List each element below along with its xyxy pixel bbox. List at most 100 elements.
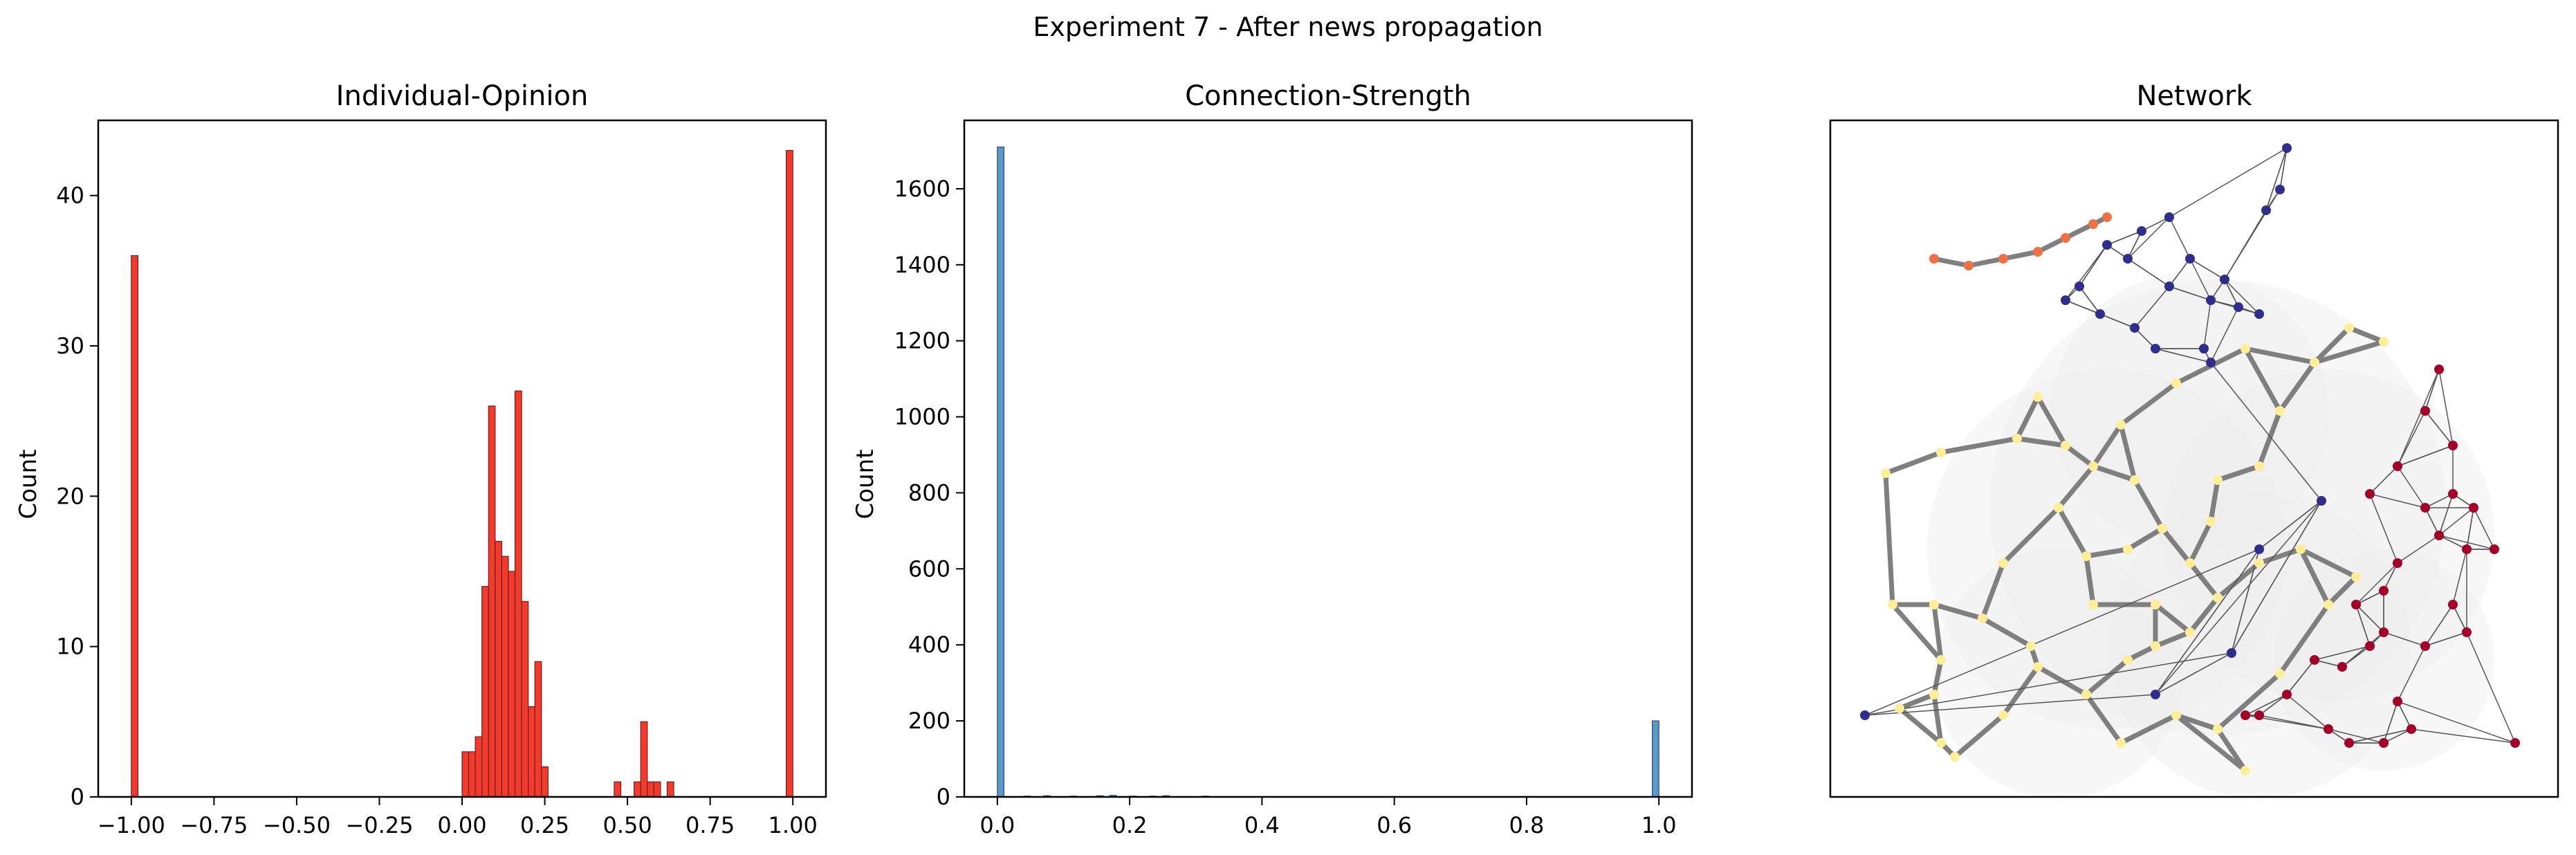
strength-y-tick-label: 800 xyxy=(908,479,950,506)
network-edge-weak xyxy=(2369,466,2398,495)
network-edge-weak xyxy=(2355,590,2384,605)
network-edge-strong xyxy=(2014,394,2041,441)
network-node-yellow xyxy=(1881,468,1890,478)
network-edge-weak xyxy=(2355,562,2398,605)
network-edge-strong xyxy=(1966,256,2006,268)
network-node-red xyxy=(2407,724,2416,734)
network-node-yellow xyxy=(2310,358,2319,367)
network-edge-weak xyxy=(2328,728,2384,744)
network-node-red xyxy=(2241,710,2250,720)
network-edge-weak xyxy=(2169,286,2211,301)
opinion-bar xyxy=(475,736,483,798)
network-edge-strong xyxy=(2208,477,2220,524)
opinion-bar xyxy=(461,751,470,798)
network-edge-strong xyxy=(2056,505,2089,559)
network-edge-strong xyxy=(2063,443,2096,469)
network-edge-weak xyxy=(2286,659,2315,695)
network-edge-strong xyxy=(2243,346,2317,365)
strength-y-tick-label: 400 xyxy=(908,632,950,658)
figure-suptitle: Experiment 7 - After news propagation xyxy=(1033,12,1543,42)
network-background-cloud xyxy=(1934,549,2183,798)
network-edge-weak xyxy=(2258,500,2322,550)
strength-y-tick-label: 1400 xyxy=(894,252,950,278)
network-edge-weak xyxy=(2224,279,2260,315)
network-node-yellow xyxy=(2116,420,2126,430)
strength-x-tick-label: 1.0 xyxy=(1641,812,1677,838)
network-node-navy xyxy=(2317,496,2326,506)
network-node-yellow xyxy=(2061,441,2070,450)
network-node-red xyxy=(2420,406,2430,416)
network-edge-strong xyxy=(2000,505,2061,566)
opinion-x-tick-label: −0.25 xyxy=(345,812,413,838)
strength-y-tick-label: 600 xyxy=(908,555,950,582)
network-edge-weak xyxy=(2411,728,2516,744)
network-node-yellow xyxy=(2344,323,2354,333)
network-node-yellow xyxy=(2033,662,2043,672)
network-edge-weak xyxy=(2425,604,2454,647)
opinion-y-tick-label: 40 xyxy=(56,183,84,209)
network-edge-weak xyxy=(2210,306,2239,363)
network-edge-strong xyxy=(2346,325,2386,344)
network-node-yellow xyxy=(2130,475,2140,485)
network-edge-strong xyxy=(1938,436,2020,455)
network-edge-strong xyxy=(2243,346,2283,414)
network-edge-strong xyxy=(2118,380,2179,428)
network-node-navy xyxy=(2206,295,2216,305)
network-edge-strong xyxy=(2215,560,2262,600)
network-edge-weak xyxy=(2438,507,2474,536)
network-node-red xyxy=(2420,641,2430,651)
network-node-navy xyxy=(2130,323,2140,333)
network-node-yellow xyxy=(2033,392,2043,402)
opinion-bar xyxy=(495,540,502,798)
opinion-bar xyxy=(528,706,535,798)
opinion-y-tick-label: 30 xyxy=(56,333,84,359)
strength-bar xyxy=(1652,720,1659,798)
network-edge-strong xyxy=(1931,602,1985,621)
network-edge-weak xyxy=(2383,701,2398,744)
network-node-navy xyxy=(2151,690,2160,699)
network-edge-weak xyxy=(2397,369,2440,467)
network-node-red xyxy=(2490,544,2499,554)
network-edge-weak xyxy=(2466,632,2516,744)
network-edge-weak xyxy=(2155,549,2260,695)
network-node-yellow xyxy=(2379,337,2389,347)
network-node-yellow xyxy=(2296,544,2306,554)
network-edge-strong xyxy=(2187,595,2220,635)
network-edge-weak xyxy=(2286,694,2329,730)
network-edge-strong xyxy=(2125,526,2165,552)
network-node-red xyxy=(2420,503,2430,513)
network-edge-strong xyxy=(2083,657,2131,697)
network-edge-weak xyxy=(1864,694,2156,716)
network-node-red xyxy=(2254,710,2264,720)
network-node-navy xyxy=(2227,648,2236,658)
opinion-bar xyxy=(653,781,661,798)
network-edge-strong xyxy=(2256,408,2283,469)
network-edge-strong xyxy=(2083,546,2131,559)
network-edge-strong xyxy=(2215,463,2262,483)
network-edge-weak xyxy=(2224,210,2267,280)
strength-x-tick-label: 0.0 xyxy=(979,812,1015,838)
opinion-x-tick-label: −1.00 xyxy=(98,812,165,838)
network-edge-weak xyxy=(2397,645,2426,702)
network-node-navy xyxy=(2095,309,2105,319)
opinion-x-tick-label: 1.00 xyxy=(769,812,818,838)
network-node-yellow xyxy=(2123,544,2133,554)
opinion-x-tick-label: −0.75 xyxy=(180,812,248,838)
network-edge-weak xyxy=(2355,604,2384,633)
opinion-axes-frame xyxy=(97,119,827,798)
network-node-orange xyxy=(2061,233,2070,243)
opinion-y-tick-label: 20 xyxy=(56,483,84,509)
network-edge-weak xyxy=(2231,549,2260,654)
network-node-yellow xyxy=(2081,690,2091,699)
network-edge-strong xyxy=(1931,657,1944,697)
network-edge-strong xyxy=(2083,553,2096,607)
network-edge-strong xyxy=(2326,574,2359,607)
network-node-red xyxy=(2448,600,2458,609)
network-edge-weak xyxy=(2397,445,2454,467)
network-edge-weak xyxy=(2099,313,2135,329)
network-edge-strong xyxy=(2035,664,2089,697)
network-edge-weak xyxy=(2134,286,2170,329)
network-node-navy xyxy=(1860,710,1870,720)
strength-histogram-panel: Connection-Strength Count 0.0 0.2 0.4 0.6 0.… xyxy=(852,80,1693,838)
network-edge-strong xyxy=(1952,712,2006,760)
